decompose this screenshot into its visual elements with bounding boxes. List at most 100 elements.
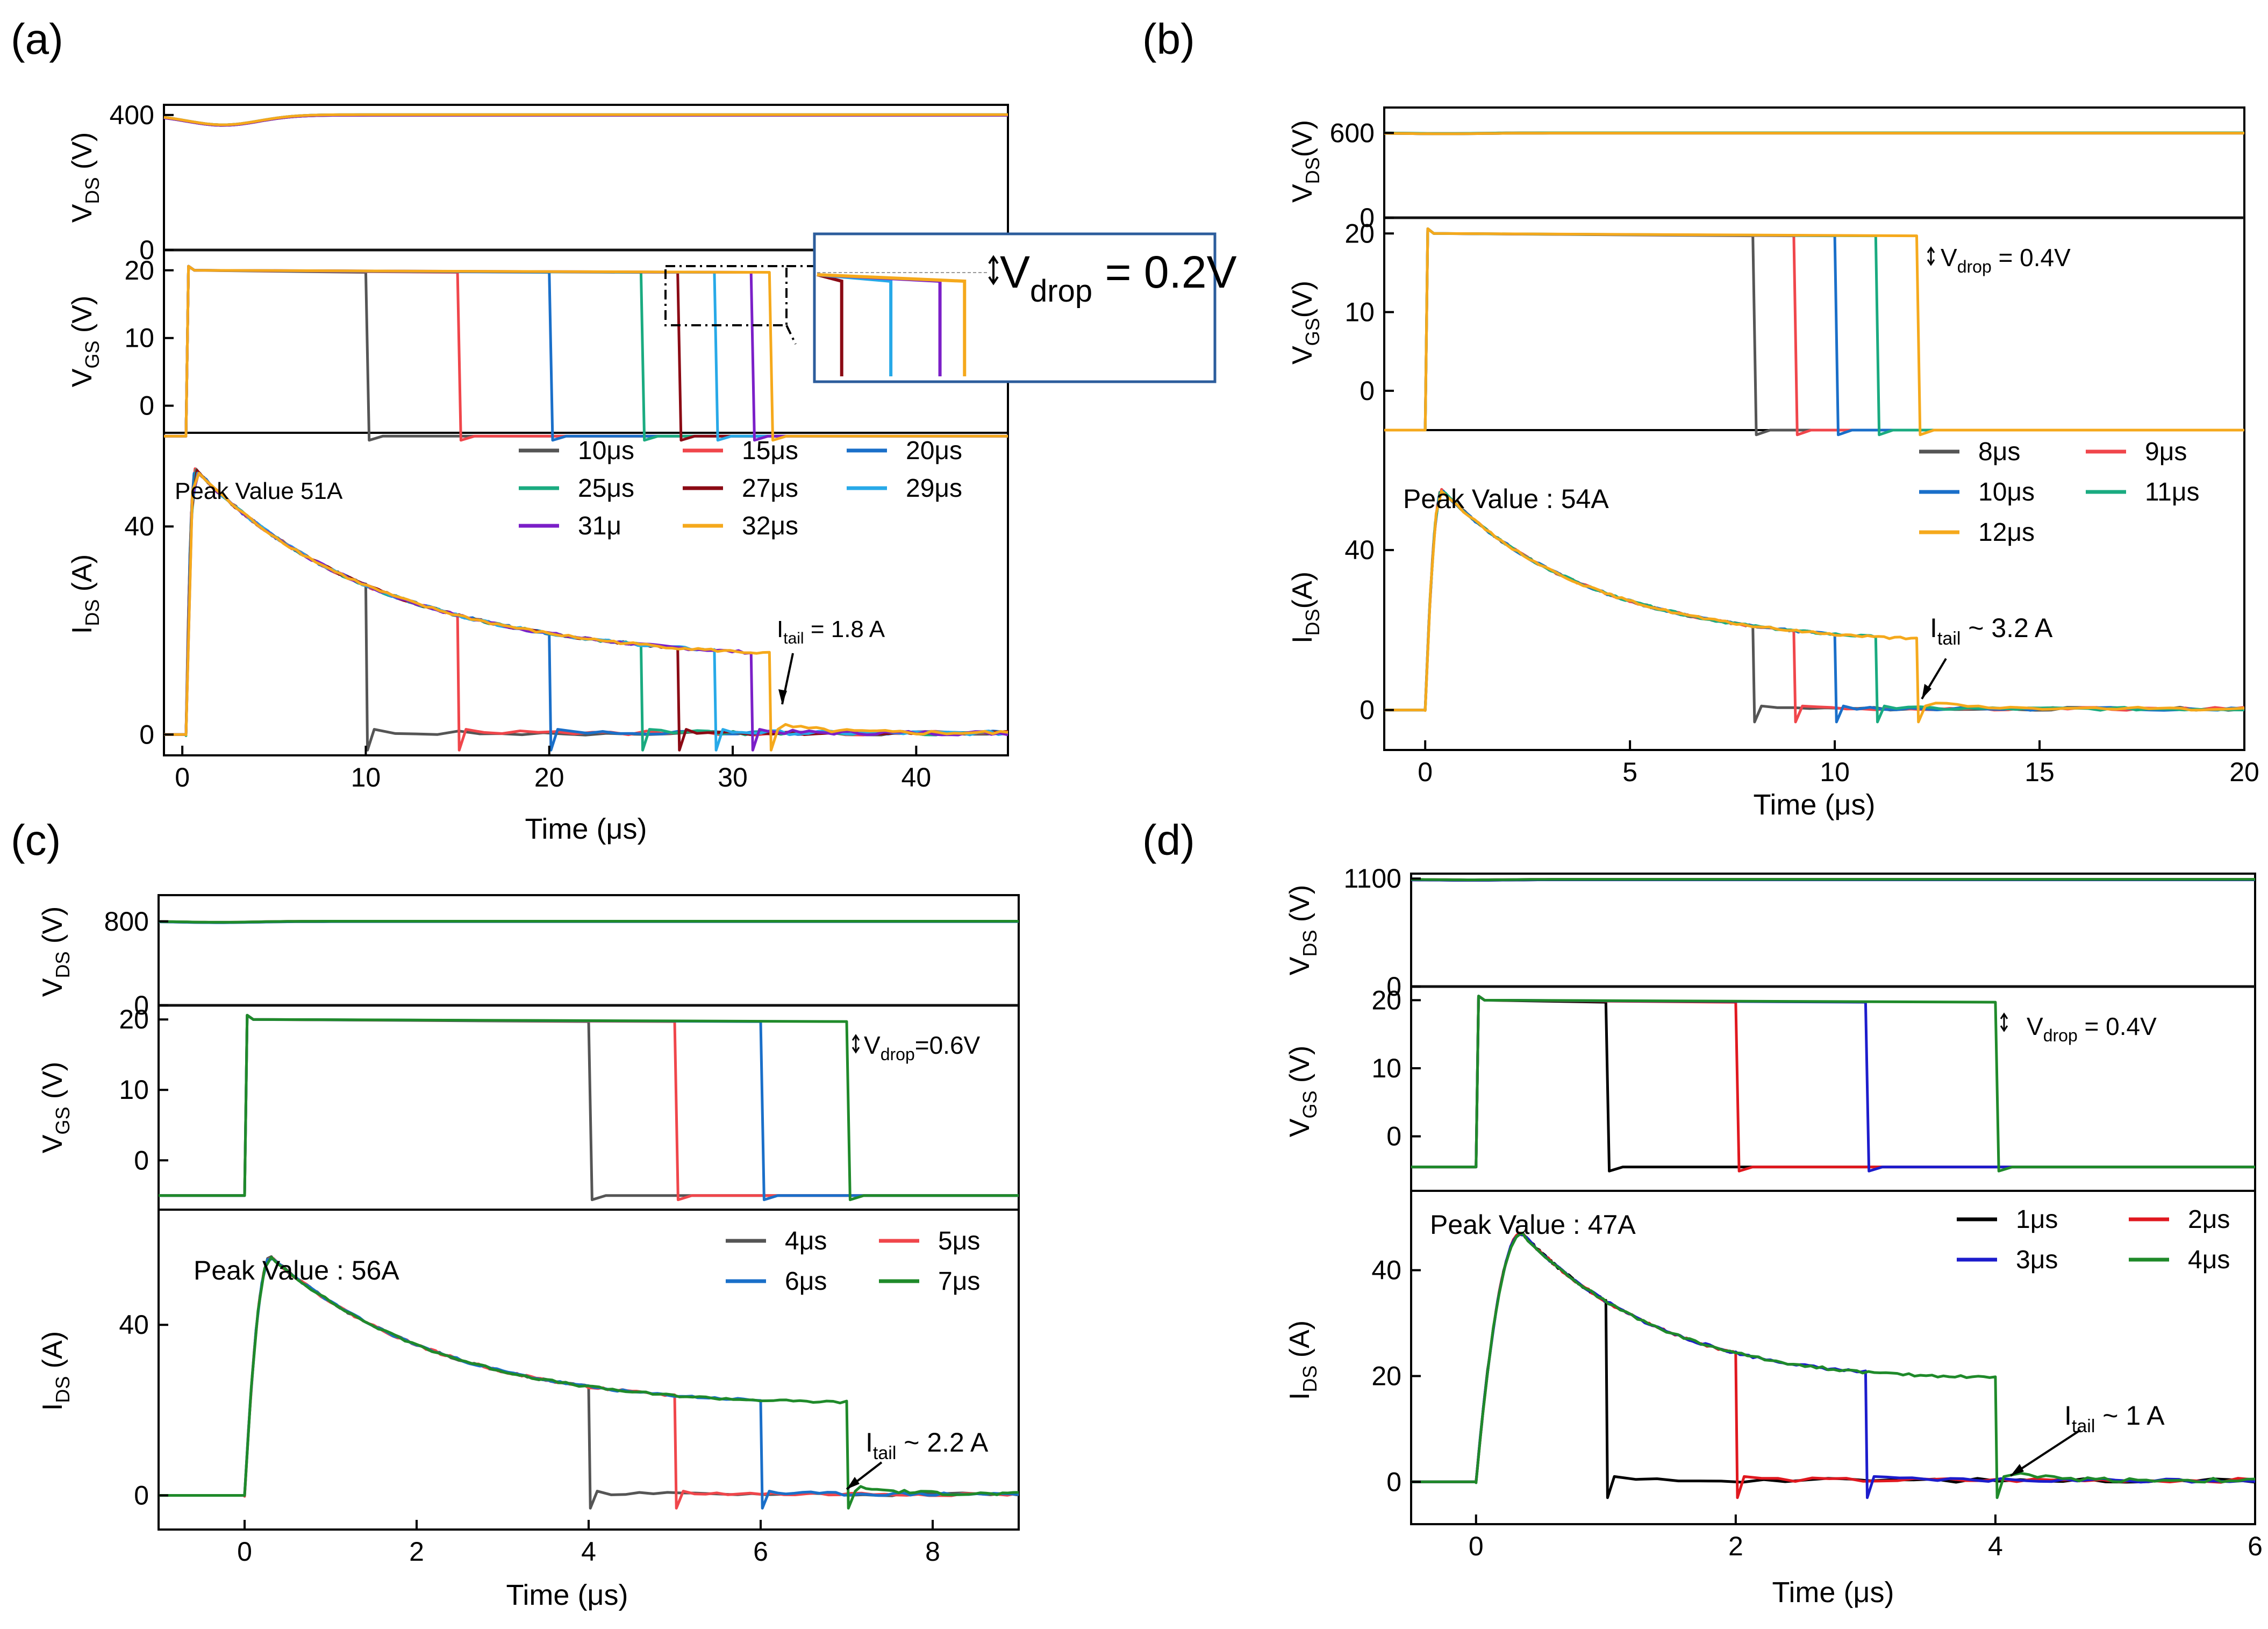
zoom-region — [664, 265, 788, 326]
vgs-axis-label: VGS (V) — [1284, 1046, 1321, 1137]
y-tick-label: 40 — [124, 511, 154, 541]
ids-series-10μs — [1384, 489, 2245, 724]
legend-entry: 1μs — [2016, 1205, 2058, 1234]
y-tick-label: 0 — [1386, 1121, 1401, 1152]
legend-entry: 32μs — [742, 512, 798, 540]
legend: 1μs 2μs 3μs 4μs — [1957, 1205, 2230, 1274]
vdrop-annotation: Vdrop=0.6V — [864, 1031, 981, 1064]
legend-entry: 10μs — [578, 437, 634, 465]
x-tick-label: 6 — [753, 1537, 768, 1567]
legend: 8μs 9μs 10μs 11μs 12μs — [1919, 438, 2199, 547]
x-tick-label: 40 — [902, 762, 932, 792]
vdrop-arrow — [1927, 246, 1935, 266]
peak-annotation: Peak Value : 54A — [1403, 484, 1609, 514]
y-tick-label: 10 — [1344, 297, 1375, 327]
legend-entry: 9μs — [2145, 438, 2187, 466]
vdrop-annotation: Vdrop = 0.4V — [2027, 1012, 2157, 1045]
legend-entry: 2μs — [2188, 1205, 2230, 1234]
vds-plot-frame — [158, 894, 1020, 1006]
x-tick-label: 8 — [925, 1537, 940, 1567]
zoom-inset: Vdrop = 0.2V — [813, 232, 1237, 383]
vgs-series-11μs — [1384, 227, 2244, 437]
tail-arrow-head — [1922, 684, 1931, 699]
vgs-series-4μs — [159, 1013, 1019, 1202]
ids-series-10μs — [164, 467, 1008, 752]
vds-plot-frame — [1383, 106, 2245, 219]
y-tick-label: 400 — [110, 100, 154, 130]
y-tick-label: 0 — [1386, 971, 1401, 1002]
ids-series-1μs — [1411, 1231, 2256, 1499]
vgs-plot-frame — [1383, 217, 2245, 431]
y-tick-label: 0 — [1360, 695, 1375, 725]
legend-entry: 10μs — [1978, 478, 2035, 506]
inset-frame — [813, 232, 1217, 383]
x-tick-label: 0 — [1469, 1531, 1484, 1561]
vds-traces — [158, 920, 1019, 1007]
y-tick-label: 40 — [1344, 535, 1375, 565]
x-tick-label: 30 — [718, 762, 748, 792]
y-tick-label: 0 — [1360, 203, 1375, 233]
vds-series-32μs — [163, 113, 1008, 126]
legend-entry: 31μ — [578, 512, 621, 540]
legend: 10μs 15μs 20μs 25μs 27μs 29μs 31μ 32μs — [519, 437, 962, 540]
y-tick-label: 20 — [1371, 1361, 1401, 1391]
ids-series-7μs — [159, 1256, 1019, 1510]
vgs-series-8μs — [1384, 227, 2244, 437]
vgs-axis-label: VGS (V) — [37, 1062, 74, 1153]
legend-entry: 11μs — [2145, 478, 2199, 506]
x-tick-label: 2 — [1728, 1531, 1743, 1561]
tail-annotation: Itail ~ 2.2 A — [865, 1427, 989, 1463]
ids-traces — [1411, 1231, 2256, 1499]
vds-traces — [163, 113, 1008, 252]
vds-plot-frame — [163, 104, 1009, 251]
ids-series-15μs — [164, 467, 1008, 752]
vgs-traces — [164, 265, 1008, 442]
panel-label: (b) — [1142, 15, 1195, 63]
legend-entry: 4μs — [785, 1227, 827, 1255]
ids-series-3μs — [1411, 1233, 2256, 1499]
inset-traces — [817, 272, 989, 376]
y-tick-label: 0 — [1386, 1467, 1401, 1497]
x-axis-label: Time (μs) — [1753, 789, 1875, 821]
y-tick-label: 1100 — [1343, 863, 1401, 894]
vds-plot-frame — [1410, 873, 2256, 988]
tail-arrow-head — [778, 689, 787, 704]
ids-plot-frame — [1410, 1190, 2256, 1525]
y-tick-label: 40 — [1371, 1255, 1401, 1285]
ids-plot-frame — [1383, 429, 2245, 751]
panel-label: (c) — [11, 816, 61, 864]
legend-entry: 6μs — [785, 1267, 827, 1296]
tail-annotation: Itail ~ 1 A — [2064, 1401, 2165, 1437]
vgs-traces — [1384, 227, 2244, 437]
legend-entry: 8μs — [1978, 438, 2020, 466]
ids-traces — [164, 467, 1008, 752]
vgs-series-12μs — [1384, 227, 2244, 437]
vdrop-annotation: Vdrop = 0.2V — [1000, 247, 1237, 309]
vdrop-arrow — [2000, 1012, 2008, 1032]
vds-traces — [1411, 878, 2255, 988]
zoom-connector — [785, 325, 797, 345]
ids-traces — [1384, 488, 2245, 724]
y-tick-label: 20 — [1344, 218, 1375, 248]
x-tick-label: 15 — [2024, 757, 2055, 787]
y-tick-label: 20 — [124, 255, 154, 285]
legend-entry: 7μs — [938, 1267, 980, 1296]
ids-series-9μs — [1384, 488, 2245, 724]
y-tick-label: 10 — [119, 1075, 149, 1105]
vds-series-12μs — [1384, 132, 2244, 135]
ids-plot-frame — [163, 432, 1009, 756]
x-tick-label: 10 — [1820, 757, 1850, 787]
y-tick-label: 0 — [139, 719, 154, 749]
vgs-axis-label: VGS (V) — [67, 296, 103, 387]
ids-series-11μs — [1384, 491, 2245, 724]
y-tick-label: 600 — [1330, 118, 1375, 148]
ids-axis-label: IDS (A) — [1284, 1320, 1321, 1400]
peak-annotation: Peak Value : 47A — [1430, 1210, 1636, 1240]
